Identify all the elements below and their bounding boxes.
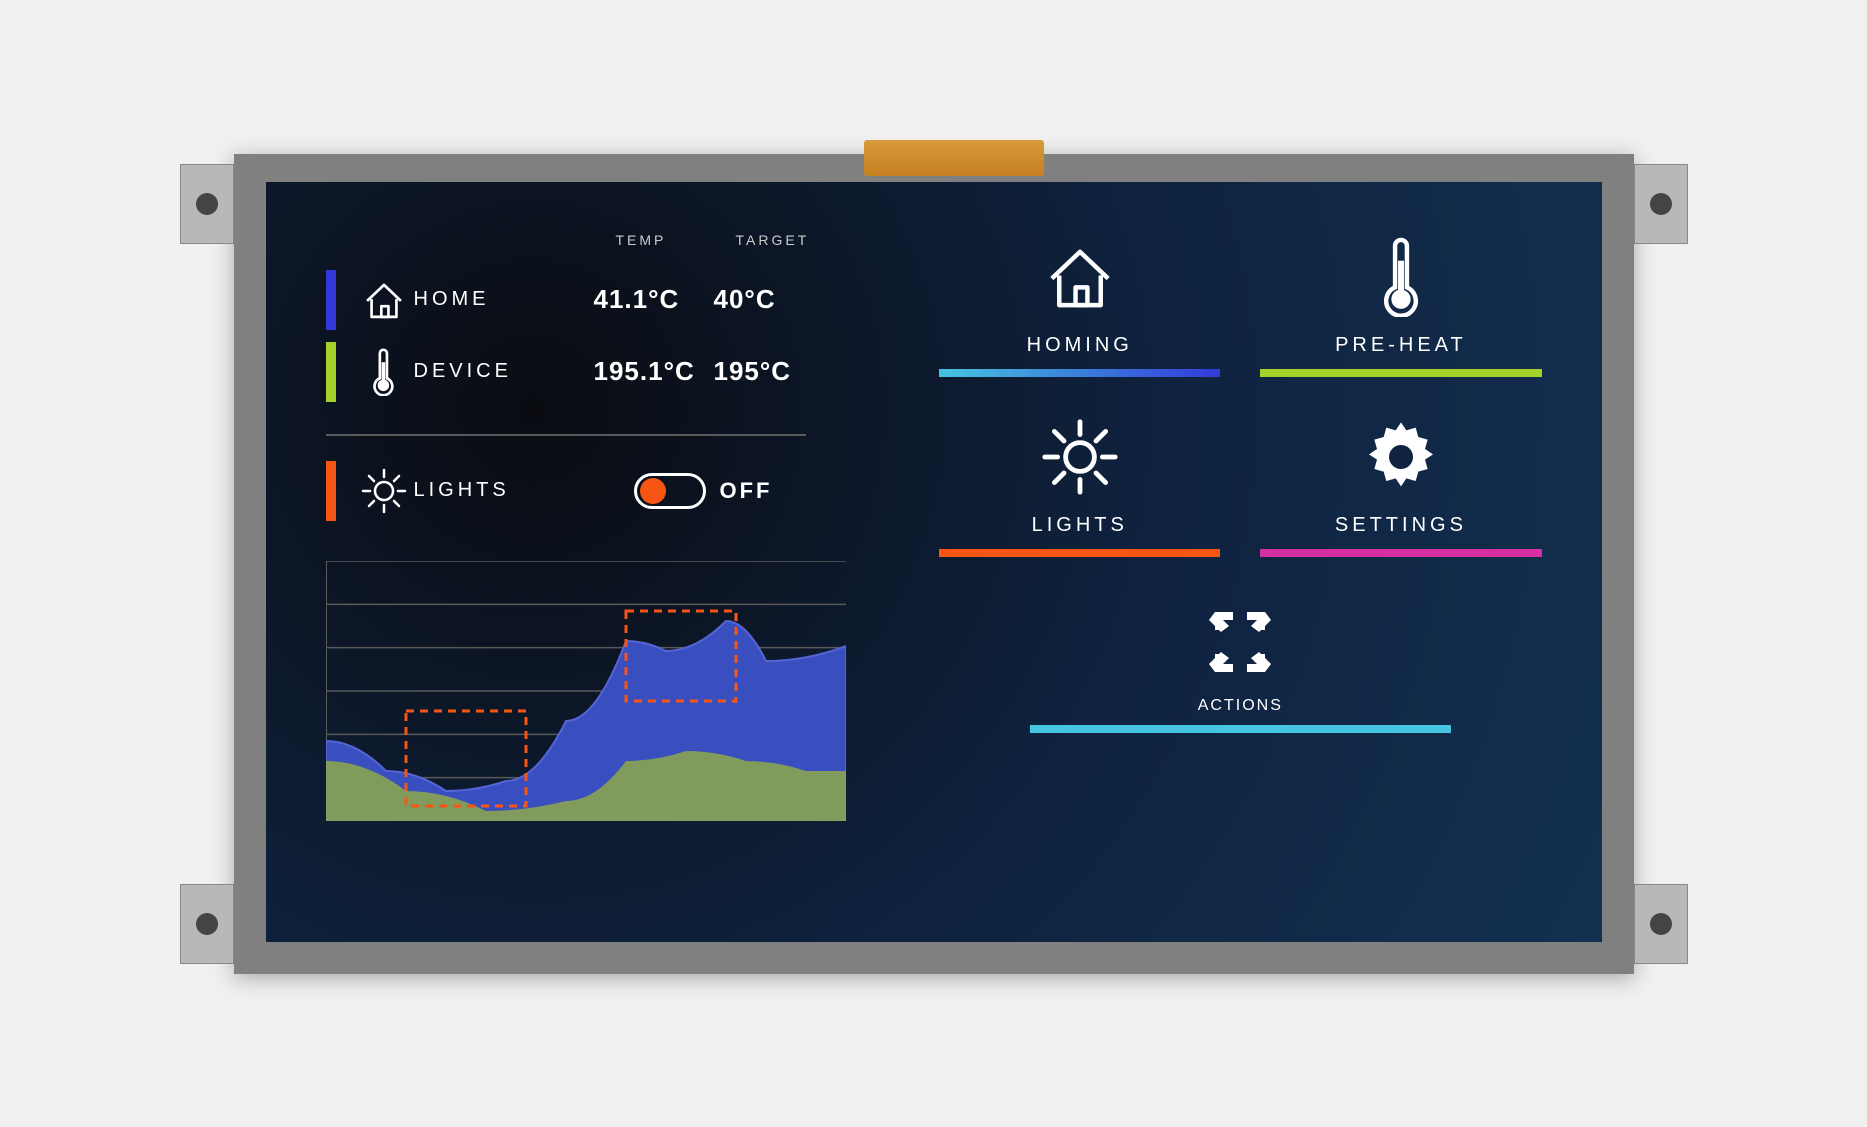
menu-label: SETTINGS (1335, 514, 1467, 537)
flex-cable (864, 140, 1044, 176)
menu-label: PRE-HEAT (1335, 334, 1467, 357)
status-bar (326, 270, 336, 330)
status-temp: 41.1°C (594, 284, 714, 315)
header-temp: TEMP (616, 232, 736, 248)
menu-underline (939, 369, 1220, 377)
toggle-knob (640, 478, 666, 504)
status-target: 195°C (714, 356, 834, 387)
sun-icon (1040, 412, 1120, 502)
mount-ear (180, 884, 234, 964)
status-target: 40°C (714, 284, 834, 315)
lights-label: LIGHTS (414, 479, 594, 502)
menu-settings[interactable]: SETTINGS (1260, 412, 1541, 557)
lights-toggle[interactable] (634, 473, 706, 509)
status-bar (326, 342, 336, 402)
status-label: DEVICE (414, 360, 594, 383)
menu-underline (1260, 369, 1541, 377)
status-label: HOME (414, 288, 594, 311)
status-row-home: HOME 41.1°C 40°C (326, 270, 900, 330)
mount-ear (180, 164, 234, 244)
menu-lights[interactable]: LIGHTS (939, 412, 1220, 557)
status-temp: 195.1°C (594, 356, 714, 387)
thermo-icon (1377, 232, 1425, 322)
home-icon (354, 276, 414, 324)
left-panel: TEMP TARGET HOME 41.1°C 40°C DEVICE 195.… (326, 232, 900, 902)
lights-row: LIGHTS OFF (326, 461, 900, 521)
expand-icon (1195, 597, 1285, 687)
right-menu: HOMING PRE-HEAT LIGHTS SETTINGS (899, 232, 1541, 902)
temp-headers: TEMP TARGET (326, 232, 900, 248)
menu-homing[interactable]: HOMING (939, 232, 1220, 377)
screen: TEMP TARGET HOME 41.1°C 40°C DEVICE 195.… (266, 182, 1602, 942)
mount-ear (1634, 884, 1688, 964)
menu-actions[interactable]: ACTIONS (1030, 597, 1452, 733)
menu-underline (1260, 549, 1541, 557)
lights-toggle-state: OFF (720, 478, 773, 504)
gear-icon (1361, 412, 1441, 502)
actions-underline (1030, 725, 1452, 733)
actions-label: ACTIONS (1198, 697, 1283, 715)
mount-ear (1634, 164, 1688, 244)
sun-icon (354, 466, 414, 516)
header-target: TARGET (736, 232, 856, 248)
menu-preheat[interactable]: PRE-HEAT (1260, 232, 1541, 377)
lights-bar (326, 461, 336, 521)
menu-label: LIGHTS (1032, 514, 1128, 537)
device-frame: TEMP TARGET HOME 41.1°C 40°C DEVICE 195.… (234, 154, 1634, 974)
status-row-device: DEVICE 195.1°C 195°C (326, 342, 900, 402)
home-icon (1040, 232, 1120, 322)
menu-underline (939, 549, 1220, 557)
temp-chart (326, 561, 846, 821)
menu-label: HOMING (1027, 334, 1133, 357)
thermo-icon (354, 348, 414, 396)
divider (326, 434, 806, 436)
